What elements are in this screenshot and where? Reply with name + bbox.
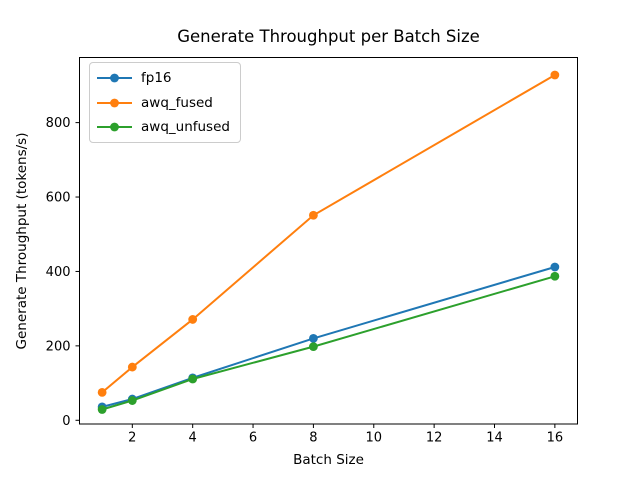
y-tick-label: 0 (62, 414, 70, 429)
legend-entry-fp16: fp16 (97, 68, 230, 88)
axes-spines (79, 57, 578, 425)
series-marker-awq_fused (550, 70, 560, 80)
series-marker-awq_fused (309, 210, 318, 220)
chart-title: Generate Throughput per Batch Size (177, 27, 480, 46)
legend-label: awq_unfused (141, 119, 230, 135)
y-tick-label: 400 (46, 265, 71, 280)
legend-label: fp16 (141, 70, 172, 86)
y-tick-label: 200 (46, 339, 71, 354)
x-tick-label: 14 (486, 431, 503, 446)
x-tick-label: 12 (426, 431, 443, 446)
series-marker-fp16 (309, 334, 318, 343)
legend-entry-awq_fused: awq_fused (97, 93, 230, 113)
legend: fp16 awq_fused awq_unfused (89, 62, 241, 143)
x-tick-label: 16 (547, 431, 564, 446)
series-marker-fp16 (550, 262, 560, 272)
x-tick-label: 10 (365, 431, 382, 446)
x-tick-label: 8 (309, 431, 317, 446)
legend-entry-awq_unfused: awq_unfused (97, 117, 230, 137)
legend-label: awq_fused (141, 94, 213, 111)
y-tick-label: 600 (46, 191, 71, 206)
series-line-awq_unfused (101, 275, 556, 411)
series-marker-awq_unfused (127, 396, 137, 405)
series-marker-awq_fused (97, 387, 107, 397)
x-axis-label: Batch Size (293, 452, 364, 468)
series-marker-awq_unfused (188, 374, 198, 384)
x-tick-label: 4 (189, 431, 197, 446)
series-marker-awq_unfused (309, 342, 318, 352)
legend-line-marker-icon (97, 121, 132, 133)
series-marker-awq_fused (127, 362, 137, 372)
y-tick-label: 800 (46, 116, 71, 131)
series-marker-awq_unfused (550, 271, 560, 281)
y-axis-label: Generate Throughput (tokens/s) (14, 132, 30, 350)
series-marker-awq_fused (188, 315, 198, 324)
x-tick-label: 2 (128, 431, 136, 446)
legend-line-marker-icon (97, 97, 132, 109)
legend-line-marker-icon (97, 72, 132, 84)
x-tick-label: 6 (249, 431, 257, 446)
series-marker-awq_unfused (97, 405, 107, 414)
